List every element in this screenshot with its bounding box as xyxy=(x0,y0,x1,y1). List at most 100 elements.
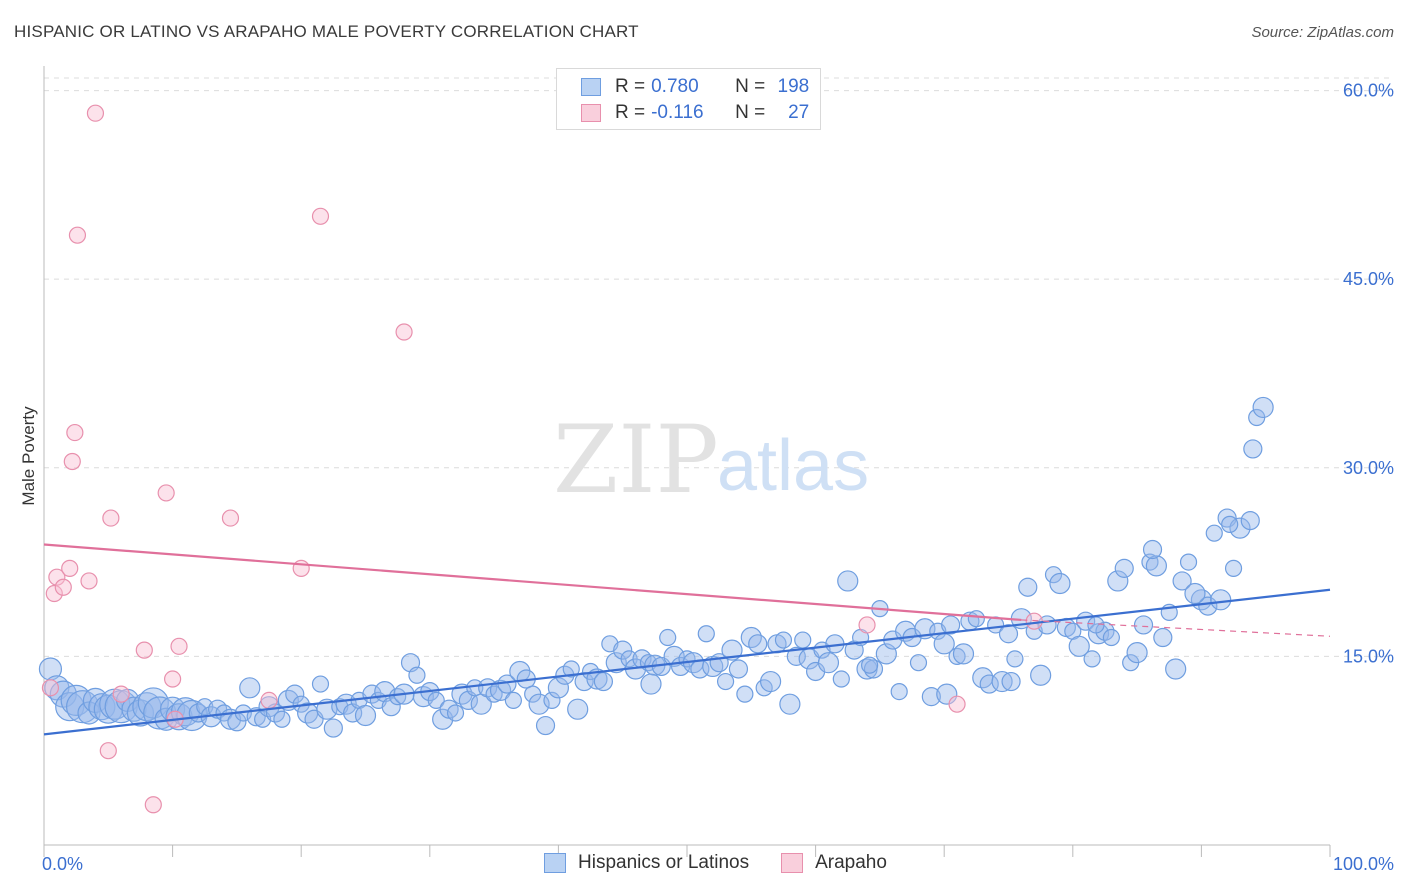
legend-item-hispanics: Hispanics or Latinos xyxy=(544,852,749,874)
arapaho-point xyxy=(102,509,120,527)
hispanics-point xyxy=(126,699,155,727)
hispanics-point xyxy=(1184,582,1206,605)
hispanics-point xyxy=(998,624,1019,644)
hispanics-point xyxy=(794,631,812,649)
hispanics-point xyxy=(1107,570,1129,592)
hispanics-point xyxy=(1087,616,1105,634)
hispanics-point xyxy=(613,640,633,660)
legend-r-label: R = xyxy=(615,102,646,123)
legend-swatch-hispanics xyxy=(544,853,566,873)
hispanics-point xyxy=(427,691,445,710)
hispanics-point xyxy=(1126,642,1148,664)
watermark: ZIP atlas xyxy=(553,406,869,515)
arapaho-point xyxy=(48,568,66,586)
legend-item-arapaho: Arapaho xyxy=(781,852,887,874)
hispanics-point xyxy=(736,685,754,703)
x-tick-label-max: 100.0% xyxy=(1333,854,1394,874)
arapaho-point xyxy=(99,742,117,760)
trend-line-arapaho-extension xyxy=(1021,619,1331,637)
hispanics-point xyxy=(1102,628,1120,647)
hispanics-point xyxy=(60,684,92,717)
arapaho-point xyxy=(45,584,63,603)
hispanics-point xyxy=(909,654,928,672)
hispanics-point xyxy=(967,610,985,628)
chart-title: HISPANIC OR LATINO VS ARAPAHO MALE POVER… xyxy=(14,22,639,41)
hispanics-point xyxy=(323,718,343,738)
arapaho-point xyxy=(61,559,79,577)
hispanics-point xyxy=(239,677,261,699)
legend-label-arapaho: Arapaho xyxy=(815,852,887,873)
hispanics-point xyxy=(716,672,735,691)
hispanics-point xyxy=(1049,572,1071,595)
legend-row-hispanics: R = 0.780 N = 198 xyxy=(581,74,809,100)
arapaho-point xyxy=(41,679,60,697)
arapaho-point xyxy=(80,572,98,590)
hispanics-point xyxy=(697,625,715,643)
hispanics-point xyxy=(1083,650,1101,668)
hispanics-point xyxy=(1172,571,1192,591)
axes xyxy=(43,66,1331,857)
hispanics-point xyxy=(817,652,840,674)
arapaho-point xyxy=(86,104,105,122)
trend-lines xyxy=(43,543,1331,736)
hispanics-point xyxy=(952,643,975,665)
y-tick-label: 30.0% xyxy=(1343,458,1394,478)
hispanics-point xyxy=(941,615,961,635)
arapaho-point xyxy=(858,616,876,634)
hispanics-point xyxy=(1252,396,1274,419)
legend-n-value: 27 xyxy=(788,102,810,123)
watermark-zip: ZIP xyxy=(553,406,719,515)
hispanics-point xyxy=(535,715,556,736)
hispanics-point xyxy=(1224,559,1243,577)
hispanics-point xyxy=(1133,615,1154,635)
hispanics-point xyxy=(547,677,570,699)
hispanics-point xyxy=(1153,627,1173,648)
hispanics-point xyxy=(1001,671,1021,692)
hispanics-point xyxy=(1114,558,1134,578)
hispanics-point xyxy=(832,670,850,688)
hispanics-point xyxy=(567,698,589,720)
hispanics-point xyxy=(1030,664,1052,686)
hispanics-point xyxy=(890,682,908,701)
arapaho-point xyxy=(112,685,130,703)
legend-n-value: 198 xyxy=(777,76,810,97)
legend-r-label: R = xyxy=(615,76,646,97)
legend-r-value: -0.116 xyxy=(651,102,704,123)
hispanics-point xyxy=(774,631,793,649)
hispanics-point xyxy=(1229,517,1251,539)
arapaho-point xyxy=(948,695,966,713)
arapaho-point xyxy=(66,423,84,442)
hispanics-point xyxy=(728,659,749,679)
hispanics-point xyxy=(759,670,782,693)
hispanics-point xyxy=(446,704,465,722)
hispanics-point xyxy=(593,671,614,692)
x-tick-label-min: 0.0% xyxy=(42,854,83,874)
legend-r-value: 0.780 xyxy=(651,76,699,97)
watermark-atlas: atlas xyxy=(717,426,869,506)
trend-line-arapaho xyxy=(43,543,1022,622)
hispanics-point xyxy=(55,692,85,722)
hispanics-point xyxy=(354,704,377,727)
hispanics-point xyxy=(504,691,522,710)
hispanics-point xyxy=(936,683,958,705)
legend-swatch-blue xyxy=(581,78,601,96)
hispanics-point xyxy=(562,660,580,678)
hispanics-point xyxy=(837,570,859,592)
hispanics-point xyxy=(1210,589,1232,611)
hispanics-point xyxy=(285,684,305,704)
y-tick-label: 15.0% xyxy=(1343,646,1394,666)
arapaho-point xyxy=(157,484,175,502)
hispanics-point xyxy=(381,697,401,717)
arapaho-point xyxy=(311,207,330,225)
hispanics-point xyxy=(1221,515,1239,533)
hispanics-point xyxy=(408,666,426,684)
series-legend: Hispanics or Latinos Arapaho xyxy=(544,852,919,874)
hispanics-point xyxy=(779,693,801,715)
hispanics-point xyxy=(1145,555,1167,577)
trend-line-hispanics xyxy=(43,588,1331,736)
hispanics-point xyxy=(921,687,941,707)
hispanics-point xyxy=(586,668,608,690)
y-tick-label: 60.0% xyxy=(1343,81,1394,101)
arapaho-point xyxy=(395,323,413,341)
